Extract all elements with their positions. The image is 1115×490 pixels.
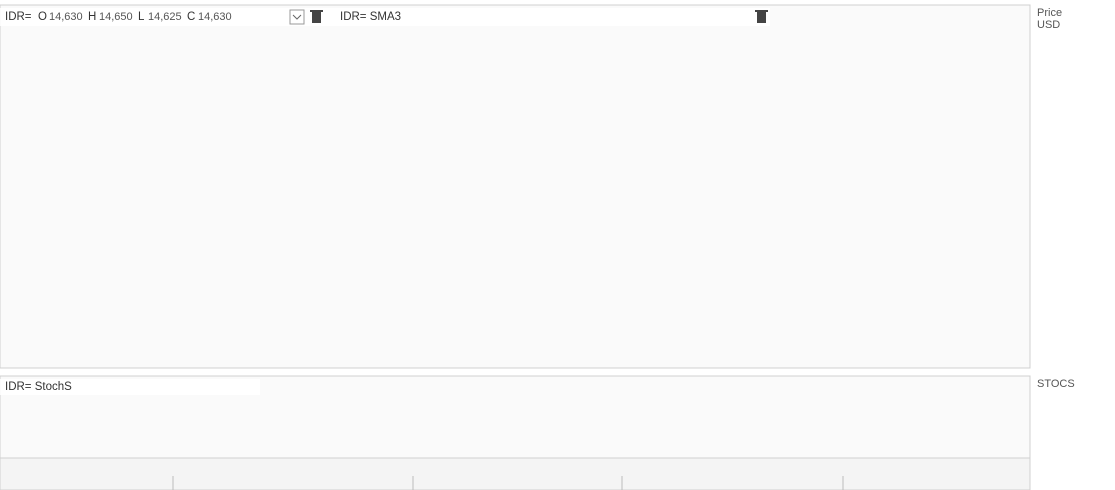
trash-lid[interactable] (310, 10, 323, 12)
header-bg (0, 8, 770, 26)
stoch-header-bg (0, 379, 260, 395)
ohlc-key: C (187, 11, 195, 23)
toggle-box[interactable] (289, 9, 305, 25)
trash-body[interactable] (757, 12, 766, 23)
ohlc-key: O (38, 11, 47, 23)
study-name: IDR= SMA3 (340, 11, 401, 23)
ohlc-key: L (138, 11, 145, 23)
trash-lid[interactable] (755, 10, 768, 12)
toggle-icon[interactable] (289, 9, 305, 25)
overlay: IDR= O 14,630 H 14,650 L 14,625 C 14,630… (0, 7, 1075, 490)
delete-icon[interactable] (310, 10, 323, 23)
ohlc-key: H (88, 11, 96, 23)
axis-title: STOCS (1037, 378, 1075, 390)
ohlc-value: 14,630 (198, 11, 232, 23)
date-axis (0, 457, 1031, 490)
ohlc-value: 14,625 (148, 11, 182, 23)
toggle-arrow[interactable] (292, 14, 302, 20)
ohlc-value: 14,650 (99, 11, 133, 23)
delete-icon[interactable] (755, 10, 768, 23)
axis-title: Price (1037, 7, 1062, 19)
axis-title: USD (1037, 19, 1060, 31)
stoch-title: IDR= StochS (5, 381, 72, 393)
trash-body[interactable] (312, 12, 321, 23)
ohlc-value: 14,630 (49, 11, 83, 23)
symbol: IDR= (5, 11, 32, 23)
price-panel (0, 4, 1031, 369)
